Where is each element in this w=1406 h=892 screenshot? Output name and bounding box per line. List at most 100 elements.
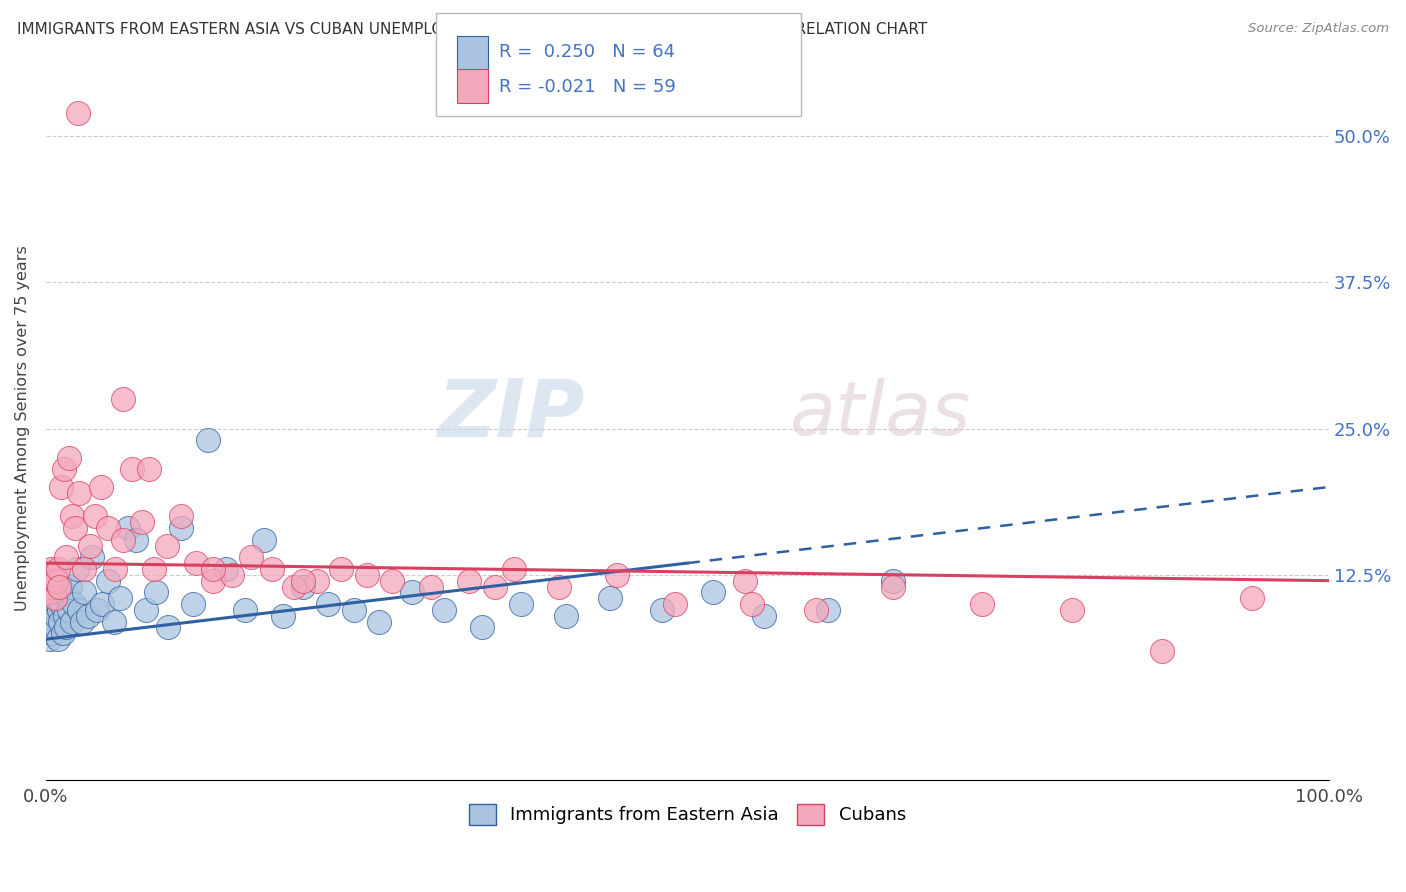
Point <box>548 580 571 594</box>
Point <box>66 562 89 576</box>
Text: IMMIGRANTS FROM EASTERN ASIA VS CUBAN UNEMPLOYMENT AMONG SENIORS OVER 75 YEARS C: IMMIGRANTS FROM EASTERN ASIA VS CUBAN UN… <box>17 22 927 37</box>
Text: ZIP: ZIP <box>437 376 585 453</box>
Point <box>91 597 114 611</box>
Point <box>183 597 205 611</box>
Point <box>60 615 83 629</box>
Point <box>39 562 62 576</box>
Point <box>599 591 621 606</box>
Point <box>1240 591 1263 606</box>
Point <box>509 597 531 611</box>
Point <box>111 392 134 407</box>
Point <box>96 521 118 535</box>
Point <box>46 562 69 576</box>
Point <box>142 562 165 576</box>
Point <box>51 480 73 494</box>
Point <box>48 574 70 588</box>
Point <box>103 615 125 629</box>
Point <box>305 574 328 588</box>
Point <box>77 608 100 623</box>
Point <box>67 486 90 500</box>
Point <box>53 608 76 623</box>
Point <box>972 597 994 611</box>
Point <box>554 608 576 623</box>
Y-axis label: Unemployment Among Seniors over 75 years: Unemployment Among Seniors over 75 years <box>15 245 30 611</box>
Point <box>734 574 756 588</box>
Point <box>651 603 673 617</box>
Point <box>702 585 724 599</box>
Point <box>38 574 60 588</box>
Point <box>52 462 75 476</box>
Point <box>38 632 60 647</box>
Point <box>42 597 65 611</box>
Point <box>201 562 224 576</box>
Point <box>253 533 276 547</box>
Point <box>104 562 127 576</box>
Point <box>121 462 143 476</box>
Point <box>48 603 70 617</box>
Point <box>58 450 80 465</box>
Point <box>63 597 86 611</box>
Point <box>741 597 763 611</box>
Point <box>169 521 191 535</box>
Point <box>260 562 283 576</box>
Point <box>55 550 77 565</box>
Point <box>197 434 219 448</box>
Point <box>51 597 73 611</box>
Point <box>458 574 481 588</box>
Point <box>201 574 224 588</box>
Point <box>221 567 243 582</box>
Point <box>45 574 67 588</box>
Point <box>44 580 66 594</box>
Point <box>73 562 96 576</box>
Point <box>156 620 179 634</box>
Point <box>606 567 628 582</box>
Point <box>37 580 59 594</box>
Text: R =  0.250   N = 64: R = 0.250 N = 64 <box>499 43 675 61</box>
Point <box>291 580 314 594</box>
Point <box>86 603 108 617</box>
Point <box>39 585 62 599</box>
Point <box>356 567 378 582</box>
Point <box>316 597 339 611</box>
Point <box>131 515 153 529</box>
Point <box>58 603 80 617</box>
Point <box>41 580 63 594</box>
Point <box>471 620 494 634</box>
Point <box>882 574 904 588</box>
Point <box>804 603 827 617</box>
Point <box>271 608 294 623</box>
Point <box>817 603 839 617</box>
Point <box>65 521 87 535</box>
Point <box>433 603 456 617</box>
Point <box>60 509 83 524</box>
Point <box>38 585 60 599</box>
Point <box>125 533 148 547</box>
Point <box>46 632 69 647</box>
Point <box>110 591 132 606</box>
Point <box>145 585 167 599</box>
Point <box>138 462 160 476</box>
Point <box>484 580 506 594</box>
Point <box>169 509 191 524</box>
Point <box>135 603 157 617</box>
Point <box>39 615 62 629</box>
Point <box>67 105 90 120</box>
Point <box>55 620 77 634</box>
Point <box>664 597 686 611</box>
Point <box>503 562 526 576</box>
Point <box>401 585 423 599</box>
Point <box>79 539 101 553</box>
Point <box>240 550 263 565</box>
Point <box>38 591 60 606</box>
Point <box>44 620 66 634</box>
Text: atlas: atlas <box>790 378 972 450</box>
Point <box>82 550 104 565</box>
Point <box>330 562 353 576</box>
Point <box>882 580 904 594</box>
Point <box>96 574 118 588</box>
Text: Source: ZipAtlas.com: Source: ZipAtlas.com <box>1249 22 1389 36</box>
Point <box>283 580 305 594</box>
Point <box>1062 603 1084 617</box>
Point <box>73 585 96 599</box>
Point <box>184 556 207 570</box>
